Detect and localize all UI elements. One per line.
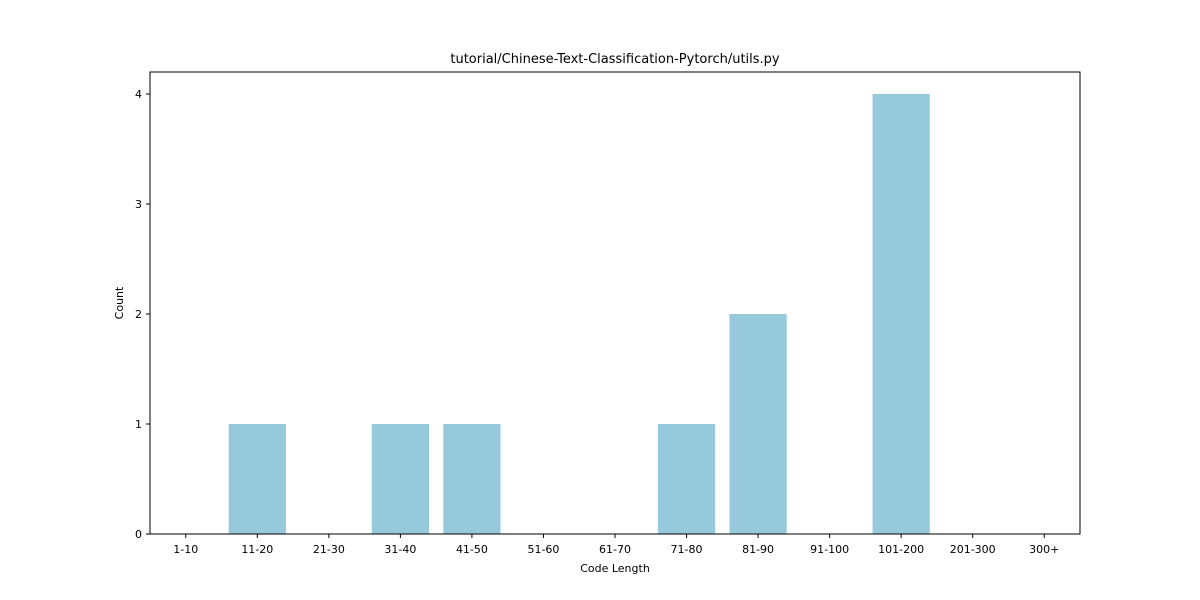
y-tick-label: 2	[135, 308, 142, 321]
chart-title: tutorial/Chinese-Text-Classification-Pyt…	[450, 52, 780, 67]
bar-11-20	[228, 424, 286, 534]
x-axis: 1-10 11-20 21-30 31-40 41-50 51-60 61-70 71-80 8…	[173, 534, 1059, 556]
bar-41-50	[443, 424, 501, 534]
y-tick-label: 3	[135, 198, 142, 211]
x-tick-label: 51-60	[527, 543, 559, 556]
x-tick-label: 21-30	[313, 543, 345, 556]
plot-area-frame	[149, 71, 1081, 535]
x-tick-label: 61-70	[599, 543, 631, 556]
x-tick-label: 91-100	[810, 543, 849, 556]
bar-101-200	[872, 94, 930, 534]
x-tick-label: 300+	[1029, 543, 1059, 556]
bar-31-40	[371, 424, 429, 534]
bar-81-90	[729, 314, 787, 534]
x-tick-label: 1-10	[173, 543, 198, 556]
bar-71-80	[657, 424, 716, 534]
x-tick-label: 11-20	[241, 543, 273, 556]
x-tick-label: 201-300	[950, 543, 996, 556]
y-tick-label: 4	[135, 88, 142, 101]
x-tick-label: 41-50	[456, 543, 488, 556]
x-tick-label: 31-40	[384, 543, 416, 556]
bars-layer	[228, 94, 930, 534]
x-tick-label: 71-80	[671, 543, 703, 556]
x-axis-label: Code Length	[580, 562, 650, 575]
y-axis: 0 1 2 3 4	[135, 88, 150, 541]
y-tick-label: 1	[135, 418, 142, 431]
x-tick-label: 101-200	[878, 543, 924, 556]
x-tick-label: 81-90	[742, 543, 774, 556]
y-axis-label: Count	[113, 286, 126, 319]
y-tick-label: 0	[135, 528, 142, 541]
